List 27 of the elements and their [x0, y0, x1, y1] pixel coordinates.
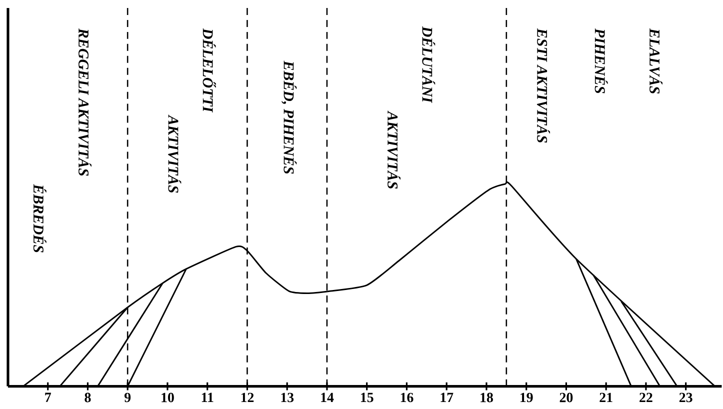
x-tick-label: 17 — [440, 392, 454, 402]
text: ELALVÁS — [649, 28, 662, 94]
text: PIHENÉS — [594, 28, 608, 94]
x-tick-label: 14 — [321, 392, 334, 402]
x-tick-label: 23 — [679, 392, 692, 402]
x-tick-label: 19 — [520, 392, 533, 402]
annotation: AKTIVITÁS — [387, 110, 400, 189]
annotation: ÉBREDÉS — [33, 184, 46, 252]
text: REGGELI AKTIVITÁS — [78, 28, 92, 176]
x-tick-label: 8 — [84, 392, 91, 402]
annotation: AKTIVITÁS — [168, 114, 182, 193]
text: DÉLUTÁNI — [422, 26, 436, 103]
x-tick-label: 16 — [400, 392, 414, 402]
x-tick-label: 21 — [600, 392, 612, 402]
x-tick-label: 15 — [361, 392, 374, 402]
text: ESTI AKTIVITÁS — [536, 28, 550, 142]
x-tick-label: 13 — [281, 392, 294, 402]
x-tick-label: 7 — [45, 392, 52, 402]
text: EBÉD, PIHENÉS — [282, 60, 297, 174]
x-tick-label: 18 — [480, 392, 493, 402]
x-tick-label: 22 — [640, 392, 652, 402]
x-tick-label: 10 — [162, 392, 174, 402]
x-tick-label: 20 — [560, 392, 573, 402]
x-tick-label: 11 — [202, 392, 214, 402]
text: DÉLELŐTTI — [202, 28, 216, 112]
x-tick-label: 9 — [124, 392, 131, 402]
x-tick-label: 12 — [241, 392, 254, 402]
